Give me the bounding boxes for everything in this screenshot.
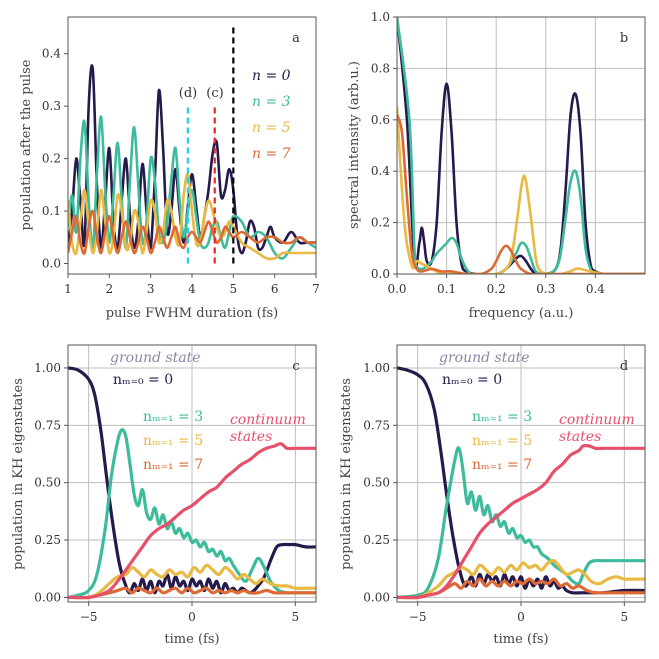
y-tick-label: 0.75 (34, 418, 61, 432)
x-tick-label: 2 (106, 282, 114, 296)
x-tick-label: 0.2 (487, 282, 506, 296)
y-tick-label: 0.75 (363, 418, 390, 432)
panel-a: 1 2 3 4 5 6 7 0.0 0.1 0.2 0.3 0.4 a pulse FWHM dura… (19, 16, 320, 321)
annotation-6: states (559, 429, 601, 445)
panel-c-xlabel: time (fs) (164, 632, 219, 647)
y-tick-label: 0.0 (42, 257, 61, 271)
y-tick-label: 0.6 (371, 113, 390, 127)
annotation-0: ground state (110, 350, 201, 366)
legend-n5: n = 5 (252, 120, 291, 136)
panel-b: 0.0 0.1 0.2 0.3 0.4 0.0 0.2 0.4 0.6 0.8 1.0 b freq… (347, 10, 646, 321)
y-tick-label: 0.3 (42, 99, 61, 113)
panel-c-ylabel: population in KH eigenstates (11, 378, 26, 570)
marker-d-label: (d) (179, 86, 197, 101)
annotation-5: continuum (559, 412, 635, 428)
annotation-5: continuum (230, 412, 306, 428)
panel-d: −5 0 5 0.00 0.25 0.50 0.75 1.00 d time (fs) pop… (339, 344, 646, 647)
panel-c: −5 0 5 0.00 0.25 0.50 0.75 1.00 c time (fs) pop… (11, 344, 317, 647)
y-tick-label: 0.25 (363, 533, 390, 547)
panel-d-annotations: ground state nₘ₌₀ = 0 nₘ₌₁ = 3 nₘ₌₁ = 5 nₘ₌₁… (439, 350, 635, 473)
y-tick-label: 0.8 (371, 61, 390, 75)
annotation-0: ground state (439, 350, 530, 366)
x-tick-label: 4 (188, 282, 196, 296)
y-tick-label: 0.00 (363, 590, 390, 604)
panel-a-ylabel: population after the pulse (19, 59, 34, 230)
annotation-1: nₘ₌₀ = 0 (113, 372, 173, 388)
panel-b-ylabel: spectral intensity (arb.u.) (347, 61, 362, 229)
x-tick-label: 0.0 (387, 282, 406, 296)
x-tick-label: 5 (292, 610, 300, 624)
series-line-n-7 (397, 114, 645, 274)
x-tick-label: 6 (271, 282, 279, 296)
y-tick-label: 0.50 (34, 476, 61, 490)
annotation-1: nₘ₌₀ = 0 (442, 372, 502, 388)
panel-b-xlabel: frequency (a.u.) (469, 306, 574, 321)
series-line-n-3 (397, 17, 645, 274)
panel-d-label: d (620, 359, 628, 374)
x-tick-label: 0.3 (536, 282, 555, 296)
y-tick-label: 0.2 (42, 152, 61, 166)
series-line-n-5 (68, 563, 316, 600)
series-line-n-7 (397, 577, 645, 600)
annotation-6: states (230, 429, 272, 445)
panel-c-label: c (292, 359, 299, 374)
y-tick-label: 1.00 (34, 361, 61, 375)
y-tick-label: 0.00 (34, 590, 61, 604)
series-line-n-3 (68, 428, 316, 599)
series-line-n-3 (68, 115, 316, 260)
series-line-n-5 (68, 172, 316, 261)
x-tick-label: −5 (409, 610, 427, 624)
panel-a-xlabel: pulse FWHM duration (fs) (106, 306, 279, 321)
series-line-n-0 (397, 17, 645, 274)
y-tick-label: 0.2 (371, 216, 390, 230)
legend-n3: n = 3 (252, 94, 291, 110)
y-tick-label: 0.4 (42, 47, 61, 61)
panel-c-annotations: ground state nₘ₌₀ = 0 nₘ₌₁ = 3 nₘ₌₁ = 5 nₘ₌₁… (110, 350, 306, 473)
panel-d-ylabel: population in KH eigenstates (339, 378, 354, 570)
marker-c-label: (c) (206, 86, 223, 101)
series-line-n-7 (68, 586, 316, 600)
series-line-continuum-states (68, 442, 316, 600)
y-tick-label: 0.0 (371, 267, 390, 281)
x-tick-label: 5 (621, 610, 629, 624)
y-tick-label: 1.0 (371, 10, 390, 24)
series-line-n-7 (68, 209, 316, 255)
legend-n7: n = 7 (252, 146, 291, 162)
x-tick-label: 1 (64, 282, 72, 296)
panel-a-label: a (292, 31, 300, 46)
panel-b-label: b (620, 31, 628, 46)
annotation-4: nₘ₌₁ = 7 (472, 457, 532, 473)
y-tick-label: 0.1 (42, 204, 61, 218)
y-tick-label: 0.4 (371, 164, 390, 178)
panel-a-legend: n = 0 n = 3 n = 5 n = 7 (252, 68, 291, 162)
legend-n0: n = 0 (252, 68, 291, 84)
annotation-3: nₘ₌₁ = 5 (143, 433, 203, 449)
x-tick-label: 0.4 (586, 282, 605, 296)
x-tick-label: −5 (80, 610, 98, 624)
annotation-4: nₘ₌₁ = 7 (143, 457, 203, 473)
panel-d-xlabel: time (fs) (493, 632, 548, 647)
annotation-3: nₘ₌₁ = 5 (472, 433, 532, 449)
x-tick-label: 0 (188, 610, 196, 624)
series-line-continuum-states (397, 443, 645, 600)
annotation-2: nₘ₌₁ = 3 (472, 409, 532, 425)
annotation-2: nₘ₌₁ = 3 (143, 409, 203, 425)
x-tick-label: 0.1 (437, 282, 456, 296)
x-tick-label: 7 (312, 282, 320, 296)
y-tick-label: 1.00 (363, 361, 390, 375)
series-line-n-3 (397, 446, 645, 599)
x-tick-label: 5 (230, 282, 238, 296)
y-tick-label: 0.50 (363, 476, 390, 490)
series-line-n-5 (397, 106, 645, 274)
series-line-ground-state (68, 366, 316, 595)
x-tick-label: 3 (147, 282, 155, 296)
series-line-ground-state (397, 366, 645, 595)
y-tick-label: 0.25 (34, 533, 61, 547)
x-tick-label: 0 (517, 610, 525, 624)
panel-b-frame (396, 16, 646, 275)
